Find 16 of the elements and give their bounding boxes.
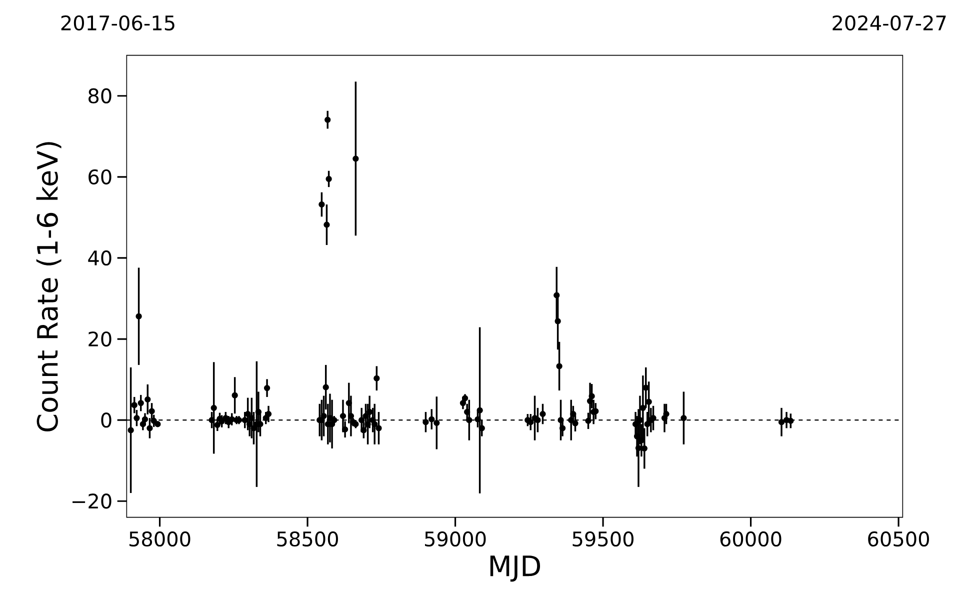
x-tick-label: 60500 [868,531,930,546]
x-tick-label: 60000 [720,531,782,546]
y-tick-label: 40 [88,250,112,266]
x-axis-title: MJD [490,556,540,582]
y-axis-title: Count Rate (1-6 keV) [36,142,62,432]
text: 2024-07-27 [832,15,946,30]
y-tick-label: −20 [72,493,112,509]
y-tick-label: 20 [88,331,112,346]
text: 2017-06-15 [61,15,174,30]
x-tick-label: 58500 [277,531,338,546]
x-tick-label: 59500 [572,531,634,546]
x-tick-label: 58000 [130,531,190,546]
y-tick-label: 60 [88,169,112,184]
y-tick-label: 0 [101,412,112,428]
y-tick-label: 80 [88,88,112,104]
x-tick-label: 59000 [425,531,486,546]
